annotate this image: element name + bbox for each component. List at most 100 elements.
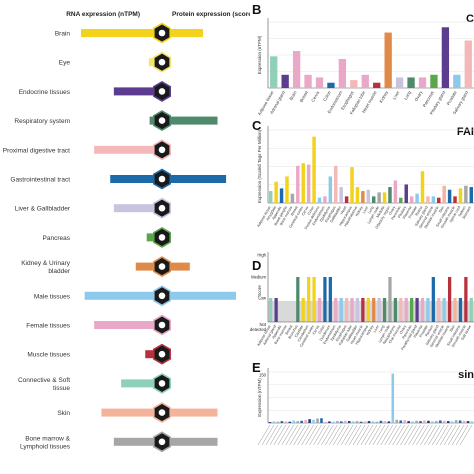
bar <box>285 176 289 203</box>
x-tick-label: Breast <box>299 89 310 103</box>
icon-glyph <box>158 350 166 358</box>
bar <box>415 193 419 203</box>
x-tick-label <box>265 424 279 446</box>
bar <box>466 421 470 423</box>
bar <box>308 419 311 423</box>
tissue-label: Eye <box>59 60 71 67</box>
bar <box>359 421 363 423</box>
x-tick-label: Caudate <box>294 325 304 339</box>
x-tick-label <box>273 424 286 446</box>
bar <box>274 181 278 203</box>
icon-glyph <box>158 438 166 446</box>
expression-charts: B C Expression (nTPM) Adipose tissue Adrenal… <box>250 0 474 474</box>
bar <box>373 82 381 88</box>
x-tick-label: Skin <box>449 325 456 333</box>
x-tick-label <box>368 424 382 446</box>
bar <box>361 298 365 322</box>
bar <box>296 421 299 423</box>
bar <box>324 421 327 423</box>
bar <box>367 421 371 423</box>
tissue-row: Liver & Gallbladder <box>15 197 171 219</box>
bar <box>387 421 391 423</box>
x-tick-label: Spleen <box>458 206 467 218</box>
bar <box>388 277 392 322</box>
x-tick-label <box>455 424 469 446</box>
bar <box>292 51 301 88</box>
bar <box>332 421 335 423</box>
x-tick-label <box>364 424 378 446</box>
bar <box>469 187 474 203</box>
icon-glyph <box>158 234 166 241</box>
bar <box>317 197 322 203</box>
bar <box>306 164 311 203</box>
chart-panel-c: C FAI Expression (Scaled Tags Per Million)… <box>252 118 474 230</box>
score-tick-label: High <box>257 253 266 258</box>
bar <box>270 56 278 88</box>
x-tick-label: Prostate <box>408 206 418 220</box>
bar <box>323 196 327 203</box>
icon-glyph <box>158 409 166 416</box>
bar <box>284 421 288 423</box>
bar <box>350 167 354 203</box>
tissue-expression-overview: RNA expression (nTPM) Protein expression … <box>3 11 250 453</box>
x-tick-label <box>356 424 370 446</box>
x-tick-label: Appendix <box>271 205 282 220</box>
x-tick-label <box>313 424 326 446</box>
protein-bar <box>170 291 236 300</box>
bar <box>316 418 319 423</box>
bar <box>419 421 422 423</box>
x-tick-label: Colon <box>322 89 332 102</box>
bar <box>439 420 442 423</box>
panel-letter: B <box>252 2 261 17</box>
bar <box>430 74 438 88</box>
x-tick-label: Breast <box>285 325 294 336</box>
bar <box>409 196 414 203</box>
bar <box>268 191 273 203</box>
x-tick-label: Retina <box>415 206 424 217</box>
bar <box>415 420 418 423</box>
bar <box>328 176 333 203</box>
bar <box>269 298 273 322</box>
tissue-row: Bone marrow &Lymphoid tissues <box>20 431 218 453</box>
x-tick-label <box>257 424 271 446</box>
bar <box>469 298 473 322</box>
x-tick-label <box>396 424 409 446</box>
tissue-row: Eye <box>59 51 171 73</box>
bar <box>290 193 295 203</box>
x-tick-label <box>348 424 362 446</box>
bar <box>334 165 338 203</box>
x-tick-label <box>352 424 366 446</box>
bar <box>443 420 446 423</box>
chart-title: C <box>466 13 474 25</box>
bar <box>355 298 360 322</box>
x-tick-label <box>376 424 389 446</box>
protein-bar <box>170 29 203 37</box>
tissue-label: Connective & Soft <box>18 377 70 384</box>
rna-bar <box>110 175 154 183</box>
x-tick-label: Heart <box>340 206 348 216</box>
bar <box>372 298 376 322</box>
bar <box>312 136 316 203</box>
tissue-label: Gastrointestinal tract <box>10 177 70 184</box>
score-tick-label: Low <box>258 296 267 301</box>
x-tick-label <box>305 424 318 446</box>
bar <box>464 185 468 203</box>
bar <box>274 298 278 322</box>
x-tick-label <box>404 424 417 446</box>
bar <box>280 421 284 423</box>
protein-bar <box>170 116 218 125</box>
bar <box>350 80 358 88</box>
bar <box>361 74 369 88</box>
bar <box>366 189 371 203</box>
bar <box>343 420 347 423</box>
rna-bar <box>148 58 154 67</box>
x-tick-label <box>269 424 283 446</box>
tissue-label: Skin <box>57 410 70 417</box>
tissue-label: Muscle tissues <box>27 352 70 359</box>
tissue-label: Respiratory system <box>14 118 70 125</box>
bar <box>458 188 463 203</box>
protein-bar <box>170 262 190 271</box>
bar <box>388 187 392 203</box>
